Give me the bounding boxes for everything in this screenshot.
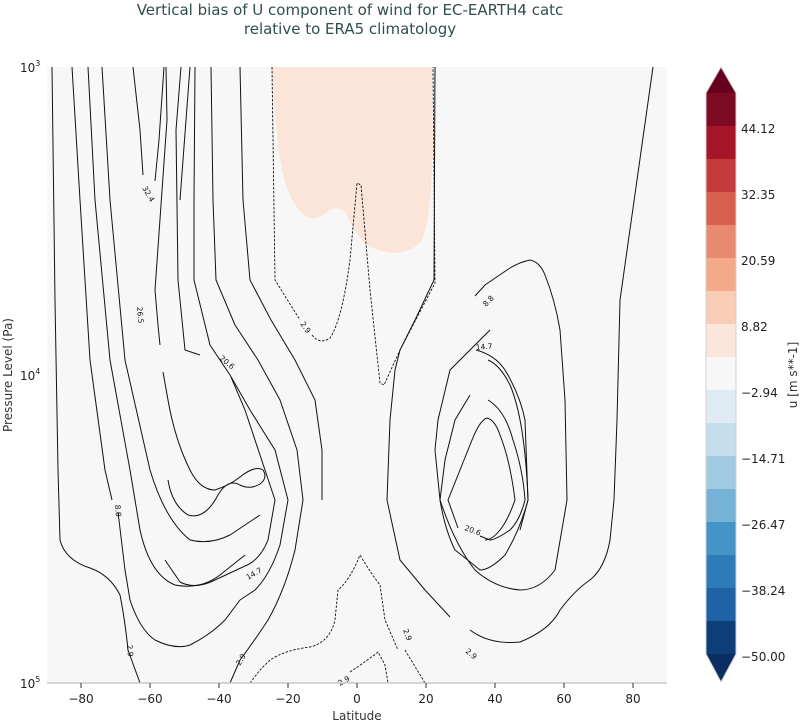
- x-axis-label: Latitude: [332, 709, 381, 723]
- x-tick-label: 20: [418, 692, 433, 706]
- contour-label: 8.8: [113, 504, 123, 517]
- x-tick-labels: −80 −60 −40 −20 0 20 40 60 80: [68, 692, 640, 706]
- colorbar: [705, 65, 737, 684]
- x-tick-label: −40: [206, 692, 231, 706]
- chart-title-line2: relative to ERA5 climatology: [243, 20, 457, 38]
- x-tick-label: −60: [137, 692, 162, 706]
- y-tick-labels: 103 104 105: [20, 59, 40, 691]
- contour-label: 2.9: [401, 628, 414, 643]
- colorbar-tick-label: −26.47: [741, 518, 785, 532]
- x-tick-label: 40: [487, 692, 502, 706]
- y-axis-label: Pressure Level (Pa): [1, 318, 15, 432]
- y-tick-label: 104: [20, 367, 40, 383]
- x-tick-label: 80: [625, 692, 640, 706]
- colorbar-label: u [m s**-1]: [786, 342, 800, 409]
- contour-label: 2.9: [125, 644, 135, 657]
- colorbar-tick-label: −14.71: [741, 452, 785, 466]
- colorbar-tick-label: −2.94: [741, 386, 778, 400]
- nh-contours: [386, 66, 654, 643]
- colorbar-bottom-extend: [706, 654, 736, 682]
- y-tick-label: 105: [20, 675, 40, 691]
- colorbar-tick-label: 8.82: [741, 320, 768, 334]
- colorbar-tick-label: 32.35: [741, 188, 775, 202]
- x-tick-label: −80: [68, 692, 93, 706]
- dashed-contours: [249, 66, 436, 684]
- x-tick-label: −20: [275, 692, 300, 706]
- positive-bias-region: [272, 67, 433, 253]
- colorbar-tick-label: −50.00: [741, 650, 785, 664]
- chart-title-line1: Vertical bias of U component of wind for…: [136, 1, 564, 19]
- colorbar-tick-label: −38.24: [741, 584, 785, 598]
- contour-lines: [51, 66, 323, 684]
- contour-label: 26.5: [135, 306, 145, 324]
- colorbar-tick-labels: 44.12 32.35 20.59 8.82 −2.94 −14.71 −26.…: [741, 122, 785, 664]
- y-tick-label: 103: [20, 59, 40, 75]
- x-ticks: [80, 683, 634, 688]
- x-tick-label: 0: [353, 692, 361, 706]
- contour-label: 14.7: [475, 342, 493, 352]
- x-tick-label: 60: [556, 692, 571, 706]
- chart-title: Vertical bias of U component of wind for…: [0, 0, 700, 39]
- colorbar-top-extend: [706, 67, 736, 93]
- colorbar-tick-label: 44.12: [741, 122, 775, 136]
- colorbar-tick-label: 20.59: [741, 254, 775, 268]
